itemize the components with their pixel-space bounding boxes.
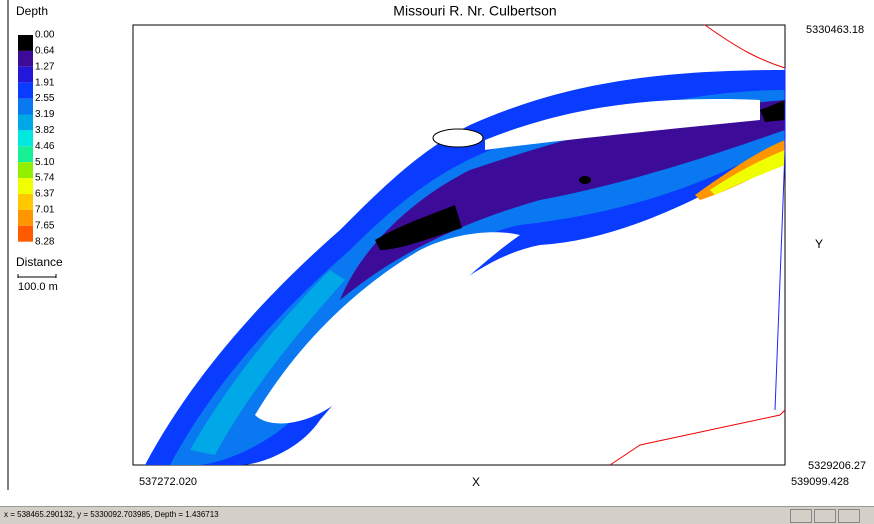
- legend-swatch: [18, 162, 33, 178]
- y-bottom-label: 5329206.27: [808, 460, 866, 472]
- legend-label: 7.65: [35, 220, 55, 231]
- y-top-label: 5330463.18: [806, 24, 864, 36]
- page: Missouri R. Nr. Culbertson Depth 0.00 0.6…: [0, 0, 874, 524]
- status-bar: x = 538465.290132, y = 5330092.703985, D…: [0, 506, 874, 524]
- legend-swatch: [18, 67, 33, 83]
- legend-label: 4.46: [35, 141, 55, 152]
- scale-label: 100.0 m: [18, 281, 58, 293]
- legend-label: 7.01: [35, 205, 55, 216]
- legend-title: Depth: [16, 4, 48, 18]
- scale-title: Distance: [16, 255, 63, 269]
- legend-swatch: [18, 194, 33, 210]
- y-axis-name: Y: [815, 237, 823, 251]
- legend-swatch: [18, 115, 33, 131]
- map-title: Missouri R. Nr. Culbertson: [393, 3, 556, 19]
- legend-swatch: [18, 178, 33, 194]
- legend-label: 0.64: [35, 46, 55, 57]
- map-view: Missouri R. Nr. Culbertson Depth 0.00 0.6…: [0, 0, 874, 506]
- legend-label: 1.91: [35, 77, 55, 88]
- legend-label: 0.00: [35, 30, 55, 41]
- status-button[interactable]: [790, 509, 812, 523]
- legend: 0.00 0.64 1.27 1.91 2.55 3.19 3.82 4.46 5.10 5.74…: [18, 30, 55, 248]
- legend-label: 5.10: [35, 157, 55, 168]
- legend-label: 8.28: [35, 236, 55, 247]
- legend-swatch: [18, 83, 33, 99]
- legend-label: 6.37: [35, 189, 55, 200]
- status-text: x = 538465.290132, y = 5330092.703985, D…: [4, 510, 219, 519]
- legend-swatch: [18, 99, 33, 115]
- legend-label: 3.19: [35, 109, 55, 120]
- legend-label: 3.82: [35, 125, 55, 136]
- legend-swatch: [18, 51, 33, 67]
- legend-swatch: [18, 146, 33, 162]
- legend-swatch: [18, 35, 33, 51]
- legend-swatch: [18, 210, 33, 226]
- legend-swatch: [18, 226, 33, 242]
- x-left-label: 537272.020: [139, 476, 197, 488]
- x-axis-name: X: [472, 475, 480, 489]
- legend-label: 1.27: [35, 61, 55, 72]
- legend-label: 2.55: [35, 93, 55, 104]
- x-right-label: 539099.428: [791, 476, 849, 488]
- scale-bar: [18, 274, 56, 278]
- status-button[interactable]: [838, 509, 860, 523]
- legend-swatch: [18, 130, 33, 146]
- status-button[interactable]: [814, 509, 836, 523]
- legend-label: 5.74: [35, 173, 55, 184]
